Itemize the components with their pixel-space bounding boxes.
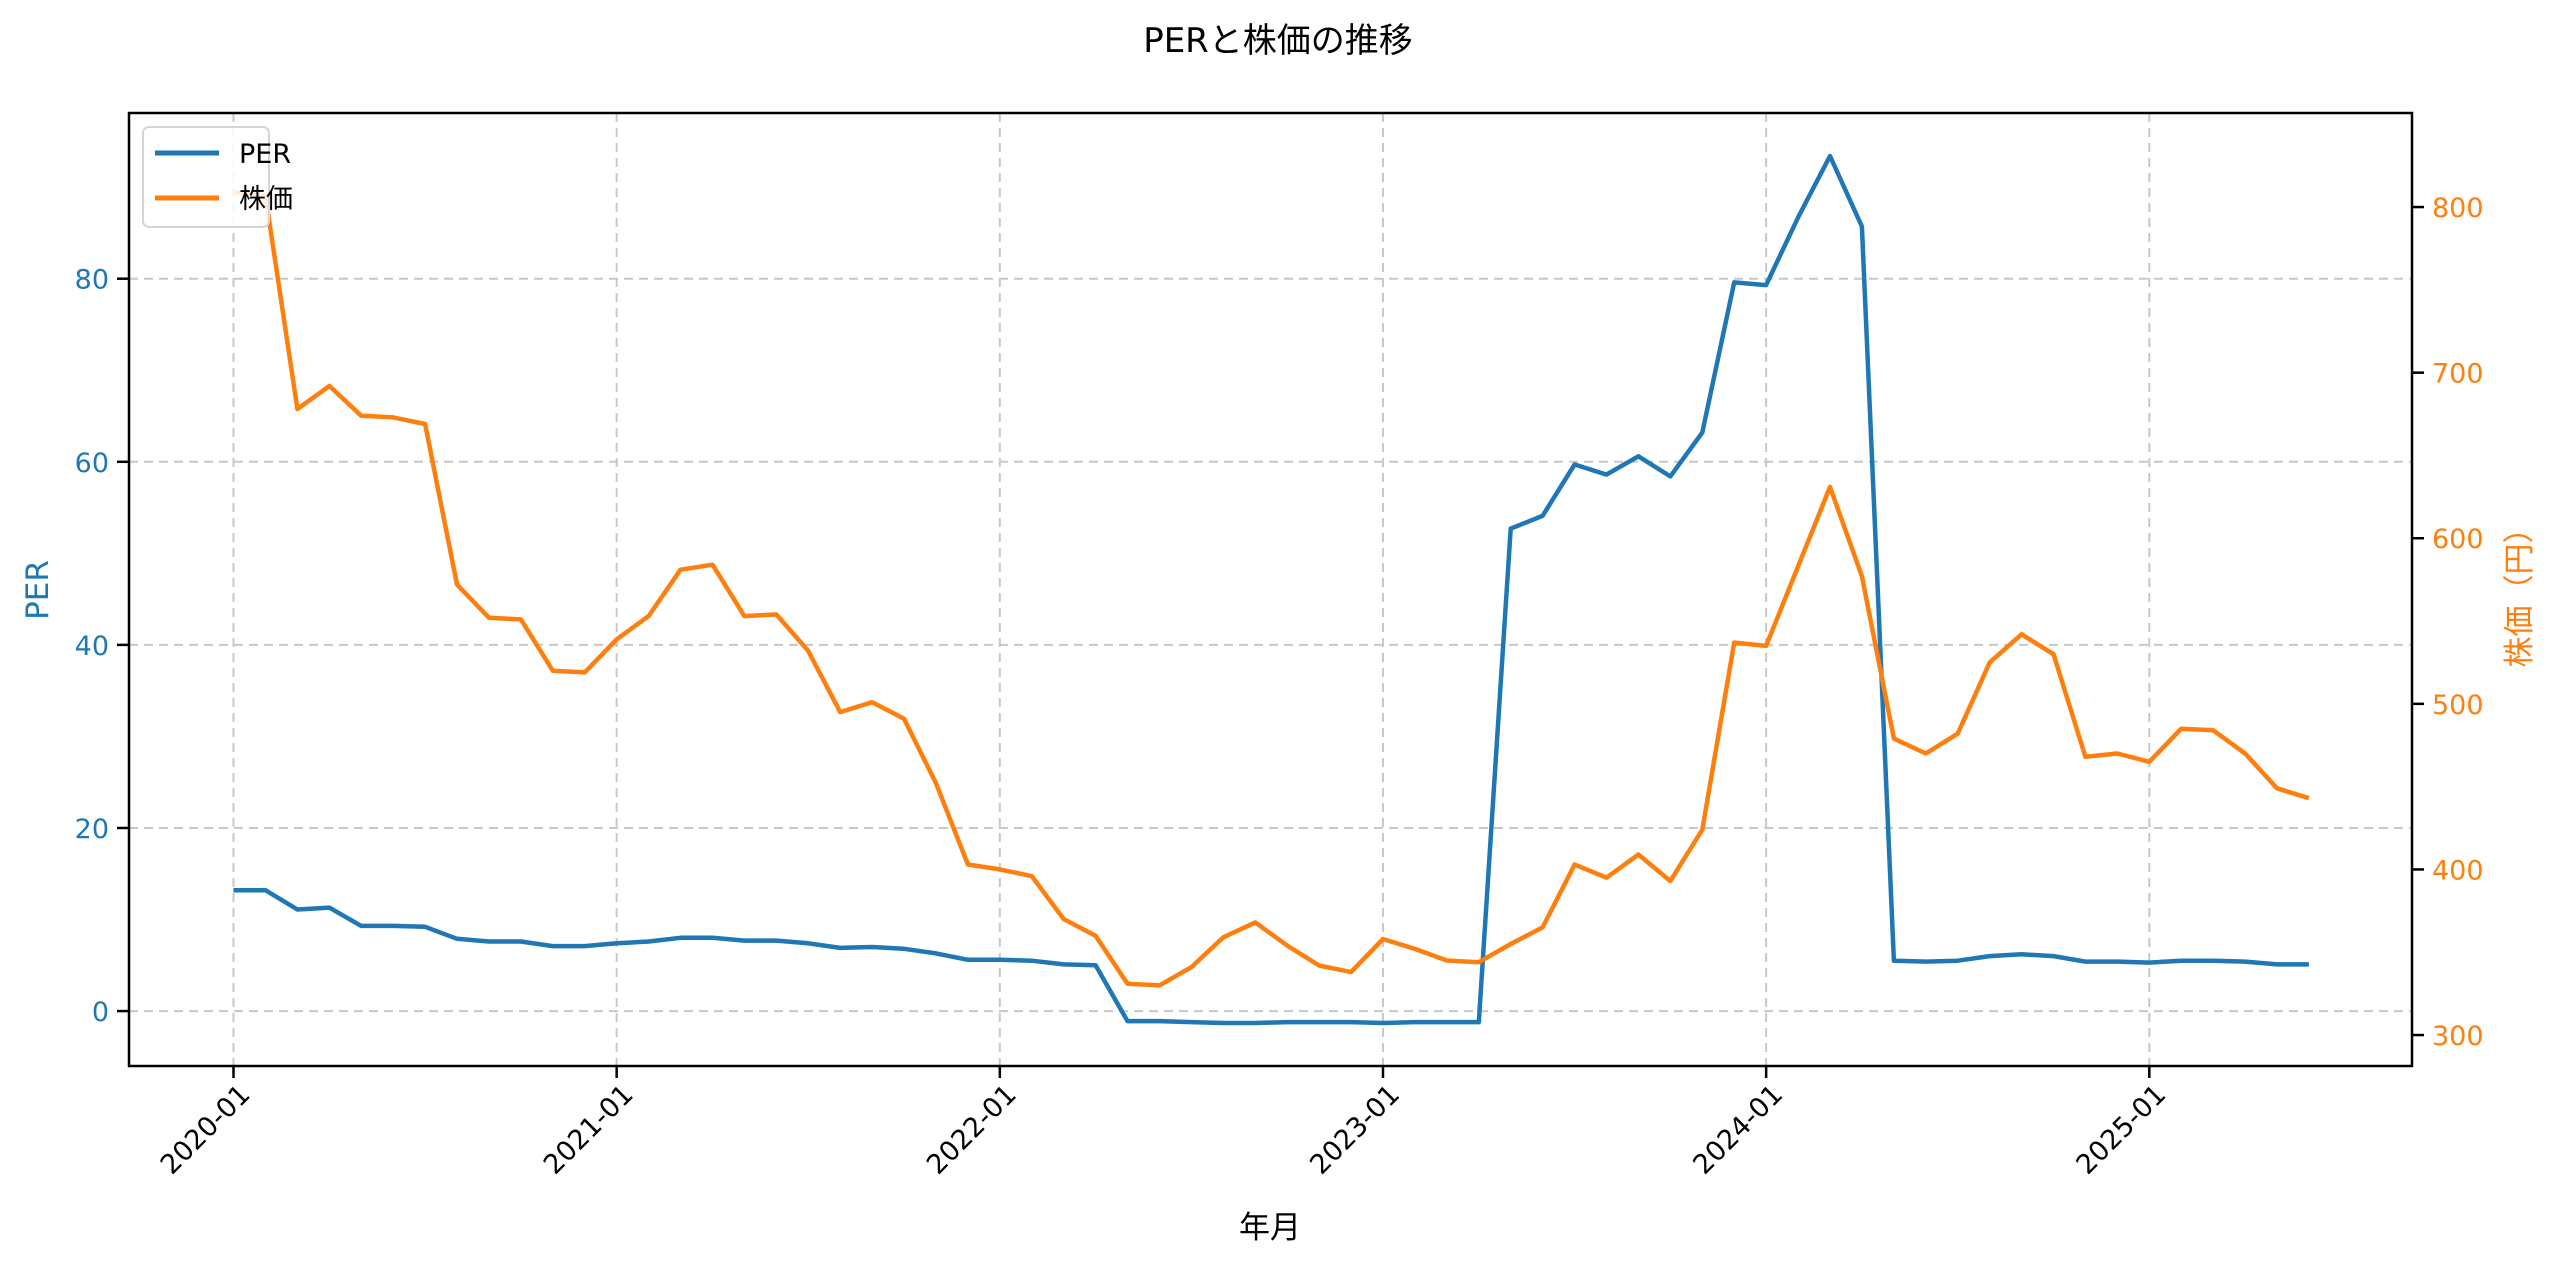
right-y-axis-label: 株価（円） [2502, 513, 2538, 668]
x-tick-label: 2023-01 [1304, 1079, 1406, 1181]
x-tick-label: 2024-01 [1687, 1079, 1789, 1181]
right-tick-label: 400 [2432, 855, 2484, 886]
x-axis: 2020-01 2021-01 2022-01 2023-01 2024-01 2025-… [155, 1066, 2172, 1181]
left-y-axis-label: PER [20, 560, 56, 620]
legend: PER 株価 [142, 126, 293, 228]
series-lines [233, 153, 2310, 1026]
per-line [233, 153, 2309, 1026]
left-tick-label: 60 [75, 448, 109, 479]
left-y-axis: 0 20 40 60 80 [75, 265, 129, 1028]
x-tick-label: 2021-01 [538, 1079, 640, 1181]
x-axis-label: 年月 [1239, 1210, 1301, 1246]
legend-label-per: PER [239, 139, 291, 170]
x-tick-label: 2020-01 [155, 1079, 257, 1181]
x-tick-label: 2025-01 [2071, 1079, 2173, 1181]
right-tick-label: 800 [2432, 193, 2484, 224]
right-y-axis: 300 400 500 600 700 800 [2412, 193, 2484, 1052]
right-tick-label: 600 [2432, 524, 2484, 555]
plot-frame [127, 111, 2414, 1068]
chart-title: PERと株価の推移 [1143, 21, 1413, 61]
price-line [233, 189, 2310, 988]
right-tick-label: 300 [2432, 1021, 2484, 1052]
right-tick-label: 500 [2432, 690, 2484, 721]
left-tick-label: 80 [75, 265, 109, 296]
x-tick-label: 2022-01 [921, 1079, 1023, 1181]
right-tick-label: 700 [2432, 359, 2484, 390]
legend-label-price: 株価 [239, 184, 293, 215]
left-tick-label: 40 [75, 631, 109, 662]
grid-lines [129, 113, 2412, 1066]
left-tick-label: 20 [75, 814, 109, 845]
left-tick-label: 0 [92, 997, 109, 1028]
